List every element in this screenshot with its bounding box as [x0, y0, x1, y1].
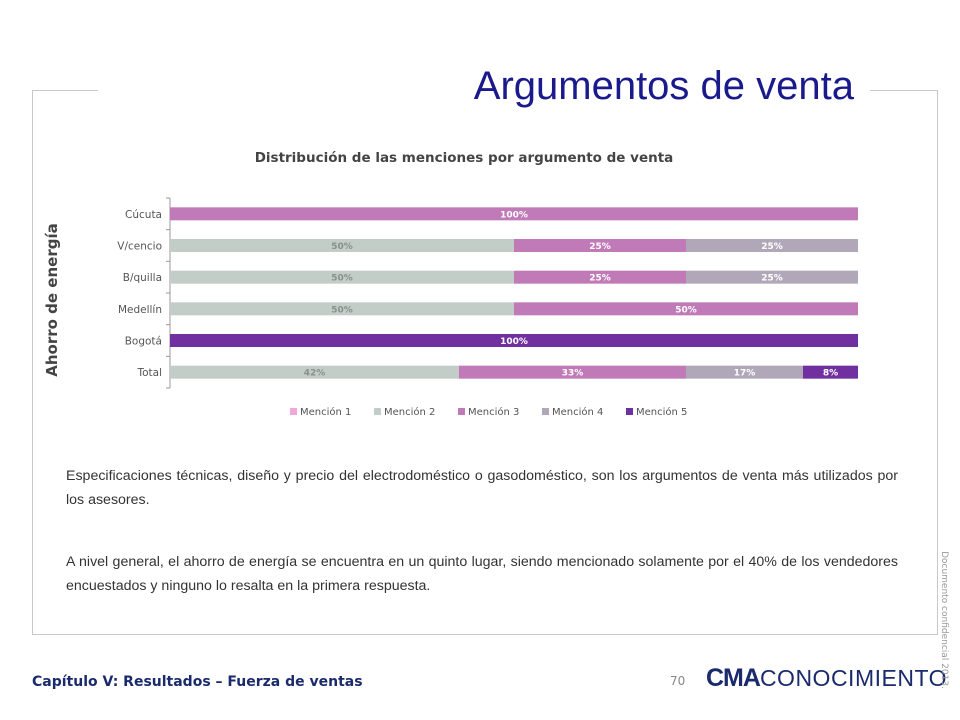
data-label: 25% — [589, 242, 611, 252]
data-label: 100% — [500, 337, 528, 347]
footer-chapter: Capítulo V: Resultados – Fuerza de venta… — [32, 674, 363, 690]
paragraph-1: Especificaciones técnicas, diseño y prec… — [66, 468, 898, 508]
data-label: 25% — [761, 274, 783, 284]
stacked-bar-chart: Distribución de las menciones por argume… — [117, 150, 858, 418]
legend-swatch — [542, 408, 549, 415]
data-label: 25% — [589, 274, 611, 284]
frame-line-bottom — [32, 634, 938, 635]
category-label: V/cencio — [117, 241, 162, 253]
legend-swatch — [374, 408, 381, 415]
bar-segment — [170, 302, 514, 316]
legend-label: Mención 5 — [636, 406, 687, 418]
legend-label: Mención 2 — [384, 406, 435, 418]
legend-label: Mención 3 — [468, 406, 519, 418]
data-label: 8% — [823, 369, 838, 379]
data-label: 42% — [304, 369, 326, 379]
bar-segment — [802, 365, 858, 379]
page-number: 70 — [670, 674, 686, 688]
page-title: Argumentos de venta — [467, 64, 860, 109]
data-label: 50% — [331, 242, 353, 252]
data-label: 50% — [331, 274, 353, 284]
bar-segment — [686, 270, 858, 284]
bar-segment — [686, 239, 858, 252]
confidential-note: Documento confidencial 2013. — [939, 551, 949, 689]
data-label: 50% — [675, 305, 697, 315]
category-label: Cúcuta — [125, 209, 162, 221]
bar-segment — [514, 239, 686, 252]
bar-segment — [170, 270, 514, 284]
frame-line-right — [937, 90, 938, 635]
bar-segment — [170, 207, 858, 221]
logo-regular-text: CONOCIMIENTO — [759, 665, 947, 691]
legend-label: Mención 1 — [300, 406, 351, 418]
logo-bold-text: CMA — [706, 664, 761, 692]
bar-segment — [170, 334, 858, 347]
chart-title: Distribución de las menciones por argume… — [255, 150, 674, 166]
frame-line-top-left — [32, 90, 98, 91]
bar-segment — [514, 270, 686, 284]
frame-line-left — [32, 90, 33, 635]
company-logo: CMACONOCIMIENTO — [706, 664, 947, 693]
bar-segment — [170, 239, 514, 252]
data-label: 100% — [500, 210, 528, 220]
bar-segment — [514, 302, 858, 316]
bar-segment — [458, 365, 686, 379]
bar-segment — [170, 365, 459, 379]
legend-swatch — [626, 408, 633, 415]
data-label: 17% — [734, 369, 756, 379]
legend-swatch — [290, 408, 297, 415]
category-label: B/quilla — [123, 272, 162, 284]
frame-line-top-right — [870, 90, 938, 91]
category-label: Bogotá — [125, 336, 162, 348]
legend-label: Mención 4 — [552, 406, 603, 418]
data-label: 50% — [331, 305, 353, 315]
category-label: Medellín — [118, 304, 162, 316]
legend-swatch — [458, 408, 465, 415]
paragraph-2: A nivel general, el ahorro de energía se… — [66, 554, 898, 594]
category-label: Total — [136, 367, 162, 379]
data-label: 25% — [761, 242, 783, 252]
bar-segment — [686, 365, 803, 379]
data-label: 33% — [562, 369, 584, 379]
